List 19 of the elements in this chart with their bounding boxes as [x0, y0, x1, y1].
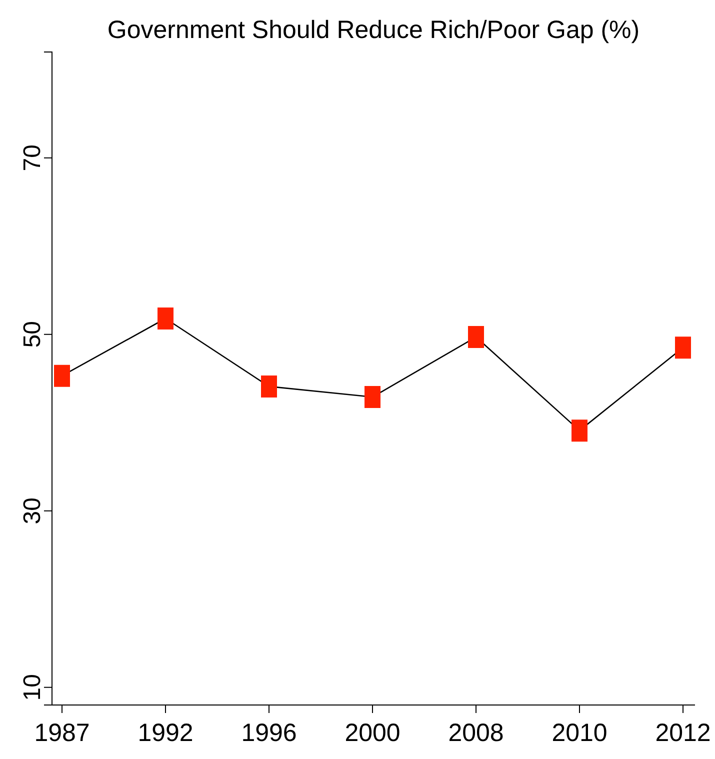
x-tick-label: 2008: [448, 719, 504, 747]
point: [261, 375, 277, 398]
chart-title: Government Should Reduce Rich/Poor Gap (%): [107, 16, 640, 44]
point: [572, 420, 588, 442]
x-tick-label: 2012: [655, 719, 711, 747]
x-tick-label: 2000: [344, 719, 400, 747]
x-tick-label: 1992: [138, 719, 194, 747]
x-tick-label: 2010: [552, 719, 608, 747]
y-tick-label: 50: [19, 321, 46, 348]
point: [675, 336, 691, 359]
point: [158, 307, 174, 330]
x-tick-label: 1987: [34, 719, 90, 747]
x-tick-label: 1996: [241, 719, 297, 747]
point: [468, 326, 484, 348]
y-tick-label: 30: [19, 498, 46, 524]
point: [54, 364, 70, 387]
y-tick-label: 70: [19, 144, 46, 172]
y-tick-label: 10: [19, 674, 46, 701]
point: [364, 386, 380, 408]
